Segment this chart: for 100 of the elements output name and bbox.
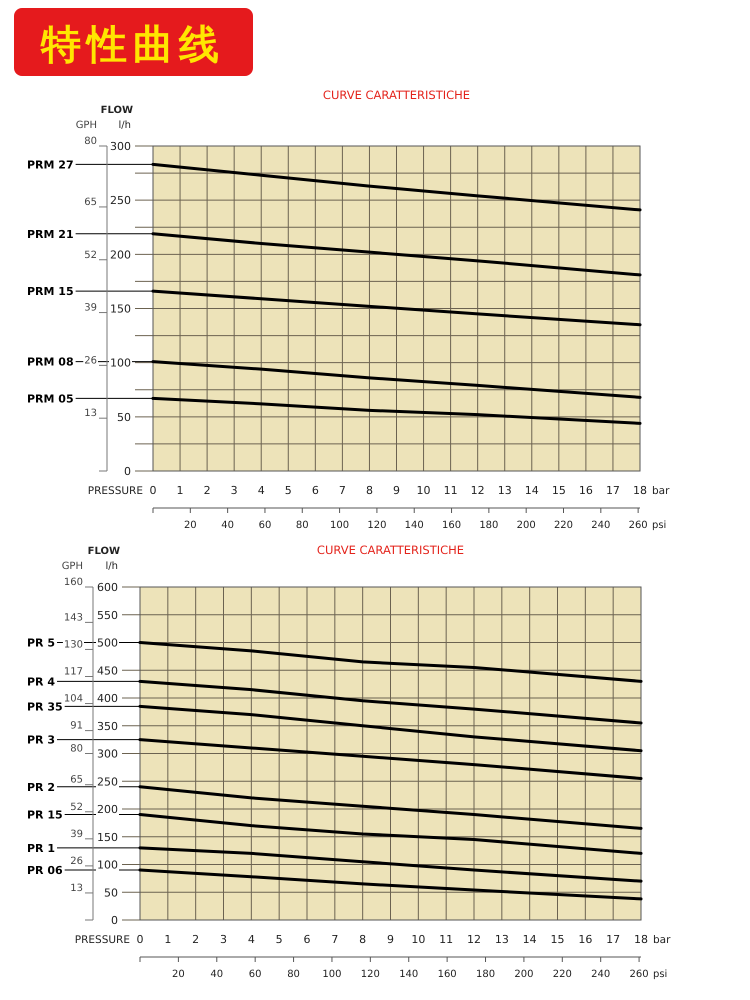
x-tick-label: 8: [359, 933, 366, 946]
y-tick-label: 200: [97, 803, 118, 816]
x-tick-label: 9: [387, 933, 394, 946]
x2-tick-label: 140: [399, 969, 418, 980]
x2-tick-label: 80: [287, 969, 300, 980]
x-tick-label: 1: [164, 933, 172, 946]
y-tick-label: 600: [97, 581, 118, 594]
x-tick-label: 10: [411, 933, 426, 946]
x-tick-label: 18: [634, 933, 648, 946]
x-axis-title: bar: [652, 485, 670, 497]
y-tick-label: 500: [97, 636, 118, 650]
x-tick-label: 13: [498, 484, 512, 497]
x-tick-label: 10: [416, 484, 431, 497]
x2-tick-label: 80: [296, 520, 309, 531]
x-tick-label: 1: [176, 484, 184, 497]
y-axis-title: l/h: [118, 120, 131, 131]
x2-tick-label: 20: [172, 969, 185, 980]
x-tick-label: 11: [444, 484, 458, 497]
x-tick-label: 11: [439, 933, 454, 946]
text: 特性曲线: [40, 22, 225, 68]
y-tick-label: 450: [97, 664, 118, 678]
y2-tick-label: 117: [64, 666, 83, 678]
y-tick-label: 50: [117, 410, 131, 424]
y-tick-label: 300: [97, 748, 118, 760]
x-tick-label: 18: [633, 484, 647, 497]
x2-tick-label: 240: [591, 520, 610, 531]
y-tick-label: 0: [111, 914, 118, 927]
y2-tick-label: 39: [70, 828, 83, 840]
x-tick-label: 4: [248, 933, 255, 946]
x-axis-title: bar: [653, 934, 672, 946]
text: PRM 05: [27, 392, 74, 406]
x-tick-label: 8: [366, 484, 373, 497]
x-tick-label: 6: [304, 933, 310, 946]
x2-tick-label: 260: [630, 969, 649, 980]
chart-title: CURVE CARATTERISTICHE: [322, 88, 470, 102]
text: PRM 27: [27, 158, 74, 172]
text: PRM 15: [27, 285, 74, 298]
x2-tick-label: 180: [479, 520, 498, 531]
x2-tick-label: 120: [360, 969, 380, 980]
y-tick-label: 550: [97, 608, 118, 622]
y-axis-title: l/h: [106, 561, 118, 572]
text: PR 5: [27, 636, 56, 650]
text: PR 35: [27, 700, 63, 714]
text: PR 4: [27, 675, 56, 688]
y2-tick-label: 39: [84, 302, 97, 314]
y2-tick-label: 91: [70, 720, 83, 732]
x2-tick-label: 240: [591, 969, 610, 980]
x-tick-label: 15: [550, 933, 564, 946]
x-tick-label: 0: [136, 933, 144, 946]
x-tick-label: 6: [312, 484, 319, 497]
x-tick-label: 7: [338, 484, 346, 497]
x2-tick-label: 100: [330, 520, 350, 531]
x2-tick-label: 60: [258, 520, 272, 531]
y2-tick-label: 143: [64, 612, 83, 624]
x-tick-label: 17: [606, 933, 620, 946]
x-tick-label: 13: [494, 933, 509, 946]
x-tick-label: 16: [578, 484, 593, 497]
x-tick-label: 15: [552, 484, 566, 497]
chart-title: CURVE CARATTERISTICHE: [316, 543, 464, 557]
x-tick-label: 12: [467, 933, 481, 946]
text: PRESSURE: [74, 934, 130, 946]
y-tick-label: 0: [124, 465, 131, 478]
x-tick-label: 5: [276, 933, 283, 946]
y-tick-label: 150: [97, 830, 118, 844]
x2-tick-label: 60: [248, 969, 262, 980]
y2-tick-label: 13: [70, 882, 83, 894]
y2-tick-label: 13: [84, 408, 97, 420]
y2-axis-title: GPH: [62, 561, 83, 572]
x2-tick-label: 20: [184, 520, 197, 531]
y2-tick-label: 65: [70, 774, 83, 786]
x2-tick-label: 40: [221, 520, 234, 531]
y2-tick-label: 80: [70, 744, 83, 754]
x2-tick-label: 200: [516, 520, 536, 531]
y-tick-label: 250: [97, 775, 118, 788]
y2-axis-title: GPH: [76, 120, 97, 131]
x-tick-label: 9: [393, 484, 400, 497]
x2-tick-label: 160: [442, 520, 462, 531]
x2-tick-label: 220: [554, 520, 574, 531]
x2-tick-label: 200: [514, 969, 534, 980]
y2-tick-label: 104: [64, 694, 83, 705]
y2-tick-label: 26: [70, 856, 83, 867]
text: PR 1: [27, 842, 56, 855]
x2-tick-label: 260: [628, 520, 648, 531]
y2-tick-label: 52: [70, 802, 83, 813]
y2-tick-label: 160: [64, 577, 83, 588]
x-tick-label: 17: [606, 484, 620, 497]
x-tick-label: 0: [150, 484, 156, 497]
x-tick-label: 14: [522, 933, 537, 946]
text: PRM 21: [27, 228, 74, 241]
x-tick-label: 12: [470, 484, 485, 497]
text: PR 2: [27, 780, 56, 794]
y-tick-label: 100: [97, 858, 118, 872]
y2-tick-label: 80: [84, 136, 97, 147]
x2-tick-label: 120: [367, 520, 386, 531]
x-tick-label: 16: [578, 933, 592, 946]
x-tick-label: 3: [230, 484, 238, 497]
y-tick-label: 150: [110, 302, 131, 316]
x2-tick-label: 160: [438, 969, 457, 980]
x-tick-label: 7: [331, 933, 338, 946]
x-tick-label: 2: [204, 484, 211, 497]
